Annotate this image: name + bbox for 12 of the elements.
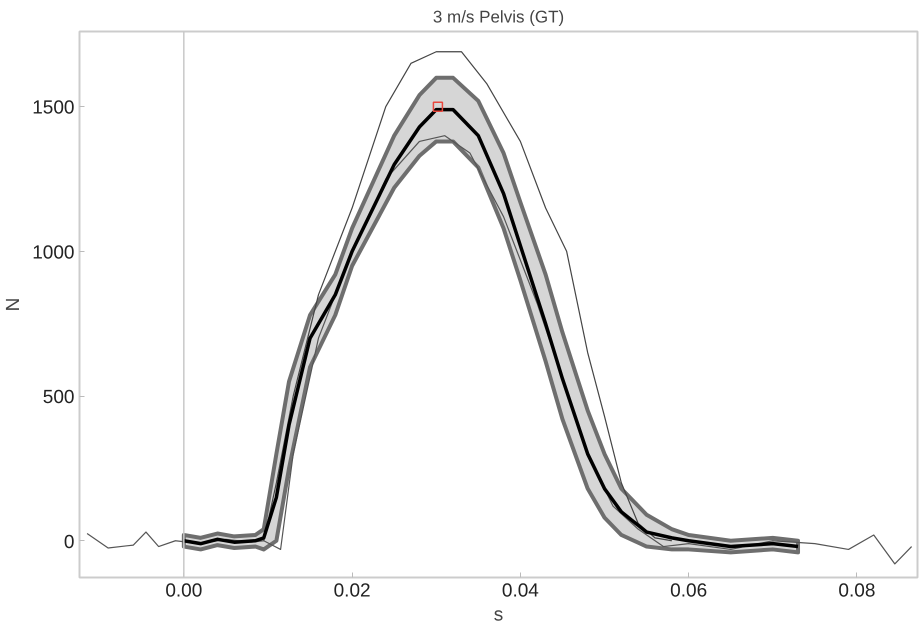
x-tick-label: 0.02 [334, 580, 371, 602]
y-axis-title: N [3, 298, 24, 312]
y-tick-label: 1000 [32, 242, 75, 264]
x-axis-title: s [494, 604, 504, 626]
x-tick-label: 0.04 [502, 580, 540, 602]
x-tick-label: 0.00 [165, 580, 202, 602]
x-tick-label: 0.08 [838, 580, 876, 602]
x-tick-label: 0.06 [670, 580, 708, 602]
chart-title: 3 m/s Pelvis (GT) [432, 8, 564, 26]
y-tick-label: 0 [64, 532, 75, 553]
y-tick-label: 1500 [32, 98, 75, 119]
y-tick-label: 500 [42, 387, 74, 408]
